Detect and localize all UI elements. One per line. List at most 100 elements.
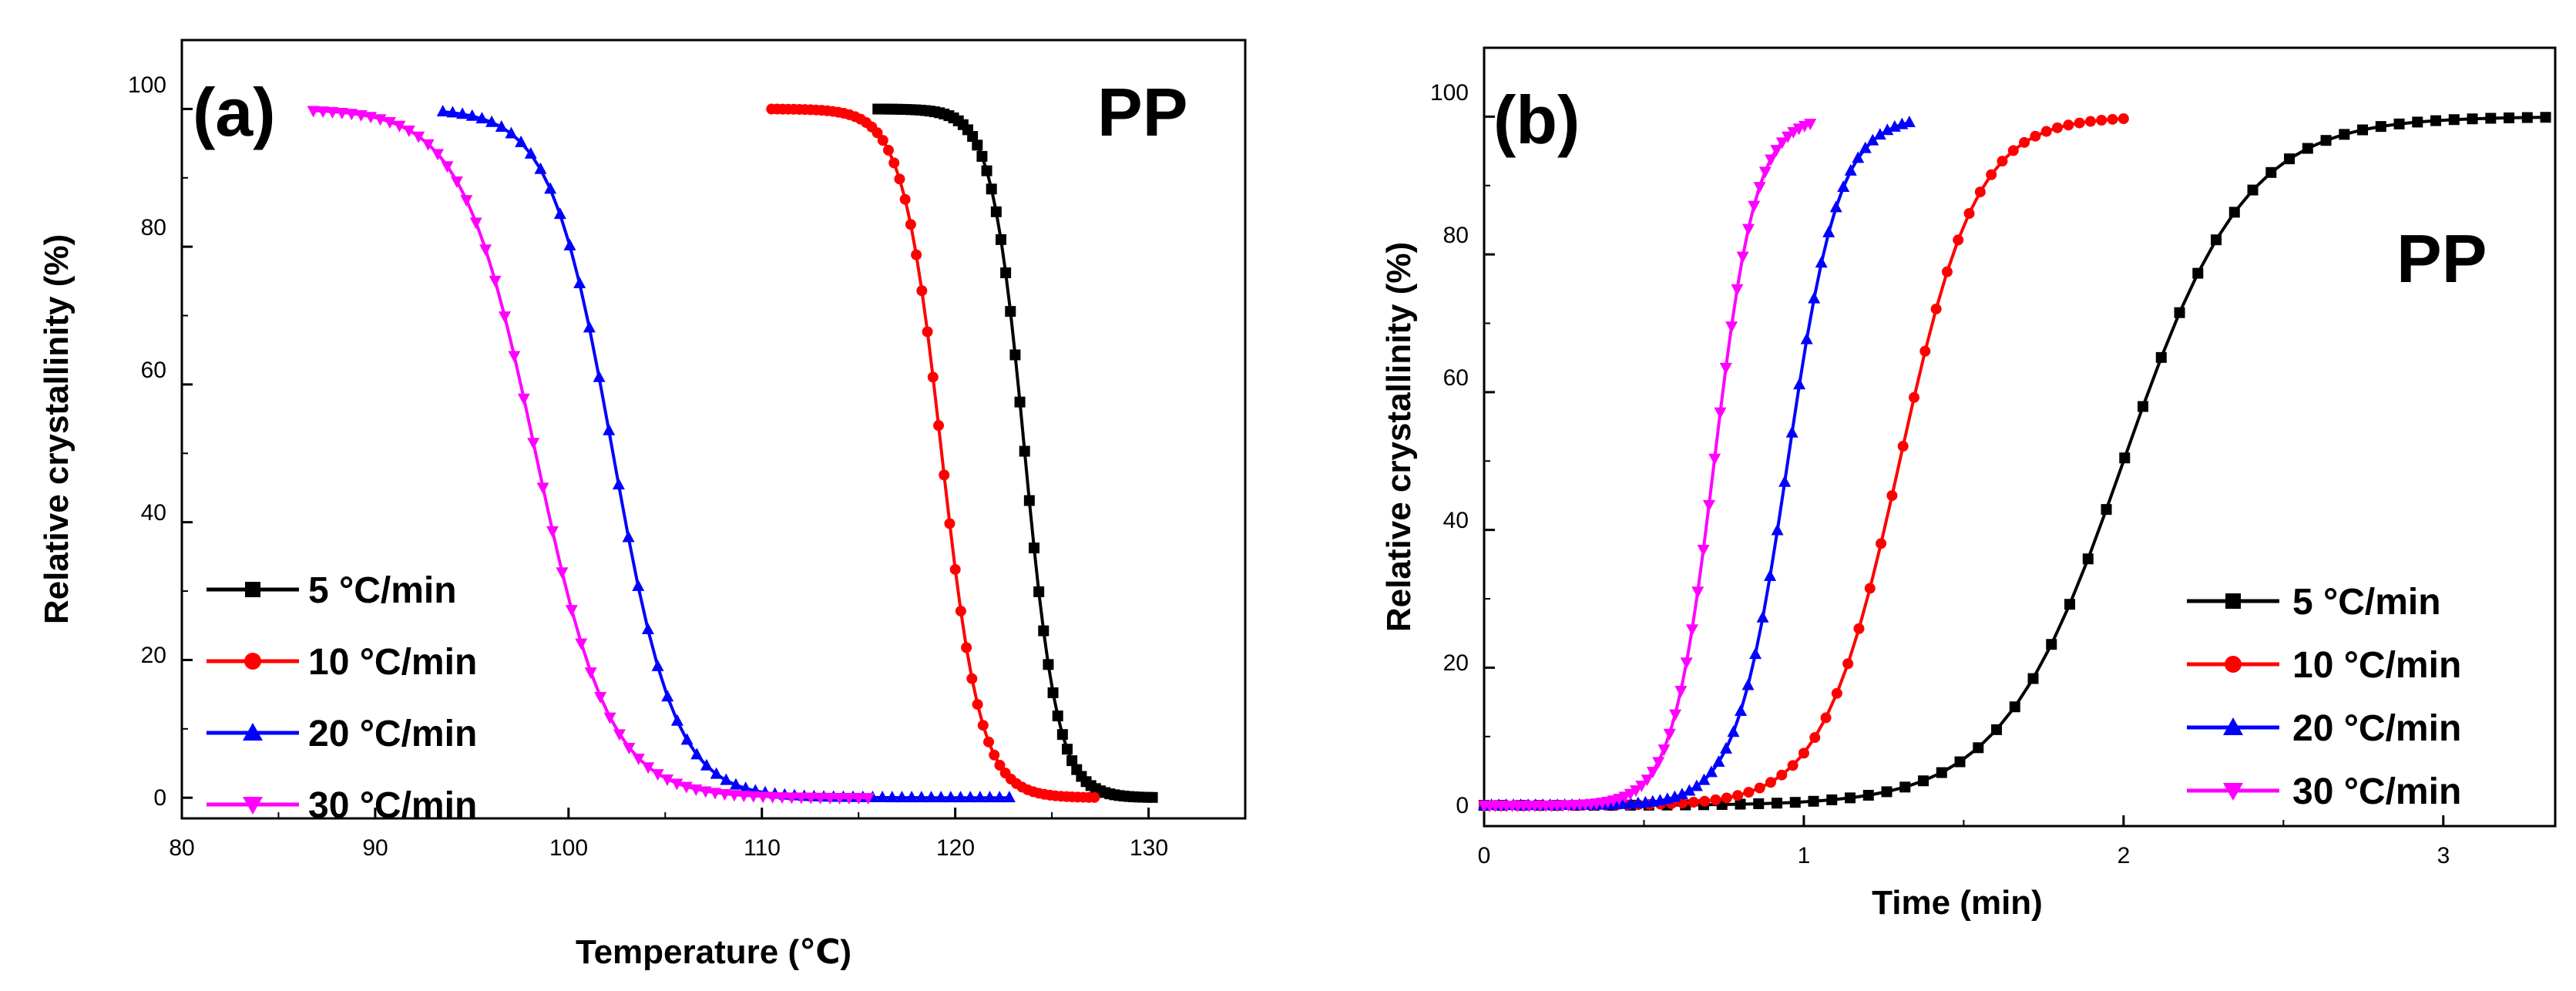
data-point-b-30-37: [1685, 624, 1698, 637]
data-point-b-10-36: [1876, 538, 1887, 549]
data-point-a-20-53: [954, 791, 967, 803]
data-point-b-10-19: [1688, 797, 1699, 808]
data-point-a-30-10: [402, 125, 415, 137]
legend-label-b-20: 20 °C/min: [2292, 708, 2461, 749]
data-point-b-10-23: [1732, 790, 1744, 801]
data-point-a-30-35: [642, 762, 655, 774]
data-point-b-10-21: [1710, 794, 1721, 805]
legend-b: 5 °C/min 10 °C/min 20 °C/min 30 °C/min: [2187, 582, 2461, 812]
data-point-b-10-43: [1953, 234, 1964, 246]
data-point-a-20-5: [485, 115, 499, 127]
data-point-b-10-29: [1798, 747, 1809, 759]
data-point-a-30-6: [364, 112, 378, 124]
data-point-a-10-20: [877, 135, 888, 146]
data-point-b-20-54: [1873, 128, 1886, 140]
legend-item-a-20: 20 °C/min: [207, 714, 477, 754]
data-point-a-30-13: [432, 149, 445, 161]
data-point-a-20-45: [876, 791, 889, 803]
data-point-b-20-55: [1881, 123, 1894, 136]
y-tick-label-a-3: 60: [141, 358, 166, 383]
data-point-b-5-40: [2211, 234, 2222, 246]
data-point-a-30-30: [594, 692, 607, 704]
data-point-a-30-14: [441, 161, 454, 173]
data-point-b-5-42: [2247, 184, 2259, 196]
data-point-b-10-34: [1853, 623, 1865, 634]
data-point-b-20-39: [1764, 569, 1777, 581]
data-point-a-30-44: [727, 790, 741, 802]
data-point-a-20-48: [905, 791, 919, 803]
data-point-a-30-42: [709, 788, 722, 800]
ticks-a: [180, 107, 1150, 818]
data-point-a-5-23: [981, 165, 992, 176]
data-point-a-20-4: [475, 112, 489, 124]
data-point-b-10-48: [2007, 145, 2019, 156]
data-point-a-5-58: [1147, 791, 1158, 803]
data-point-a-10-37: [972, 699, 983, 710]
data-point-b-30-39: [1697, 545, 1710, 557]
data-point-a-30-12: [421, 139, 435, 151]
legend-marker-a-5: [245, 582, 260, 597]
legend-marker-b-30: [2223, 783, 2243, 801]
data-point-a-20-56: [983, 791, 996, 803]
data-point-a-30-3: [335, 107, 348, 119]
series-b: [1478, 112, 2551, 813]
data-point-b-10-27: [1776, 769, 1788, 781]
data-point-a-20-13: [563, 238, 576, 250]
data-point-b-30-27: [1630, 785, 1643, 798]
data-point-b-5-26: [1954, 756, 1966, 768]
data-point-b-5-20: [1845, 792, 1856, 804]
data-point-a-30-32: [613, 729, 626, 741]
data-point-a-10-29: [927, 371, 939, 383]
data-point-b-20-31: [1704, 765, 1718, 778]
data-point-b-10-37: [1886, 490, 1898, 502]
data-point-a-20-23: [661, 690, 674, 702]
data-point-b-20-32: [1712, 755, 1725, 768]
data-point-a-30-8: [383, 116, 396, 129]
y-tick-labels-a: 0 20 40 60 80 100: [128, 72, 166, 811]
data-point-b-10-44: [1963, 208, 1975, 220]
data-point-b-30-29: [1641, 774, 1654, 787]
data-point-a-30-40: [690, 784, 703, 796]
data-point-b-5-27: [1973, 742, 1984, 754]
data-point-a-5-20: [967, 131, 979, 143]
data-point-a-20-47: [895, 791, 908, 803]
data-point-b-5-21: [1862, 789, 1874, 801]
data-point-a-30-25: [546, 526, 559, 538]
data-point-b-5-57: [2521, 112, 2533, 123]
legend-item-b-5: 5 °C/min: [2187, 582, 2441, 623]
plot-frame-b: [1483, 46, 2557, 828]
data-point-b-30-35: [1674, 685, 1688, 697]
data-point-b-30-30: [1646, 767, 1659, 779]
data-point-b-20-40: [1771, 523, 1784, 536]
data-point-b-10-31: [1820, 712, 1832, 724]
data-point-b-30-41: [1708, 453, 1721, 465]
data-point-a-5-28: [1005, 306, 1016, 317]
data-point-b-5-53: [2448, 114, 2460, 126]
x-tick-label-b-1: 1: [1798, 843, 1811, 868]
data-point-a-20-16: [593, 370, 606, 382]
x-tick-labels-b: 0 1 2 3: [1478, 843, 2450, 868]
data-point-a-20-10: [534, 162, 547, 174]
data-point-a-5-40: [1061, 744, 1073, 755]
legend-label-a-20: 20 °C/min: [308, 714, 477, 754]
data-point-a-20-2: [456, 107, 469, 119]
series-a: [307, 103, 1158, 805]
x-tick-label-a-2: 100: [549, 835, 588, 861]
data-point-b-5-19: [1826, 794, 1838, 805]
data-point-a-5-35: [1038, 625, 1050, 637]
data-point-a-10-35: [961, 642, 972, 653]
data-point-a-10-41: [994, 760, 1006, 771]
data-point-b-20-37: [1749, 647, 1762, 660]
x-axis-title-a: Temperature (℃): [576, 933, 851, 971]
data-point-b-5-23: [1899, 781, 1911, 793]
x-axis-title-b: Time (min): [1872, 884, 2043, 922]
data-point-a-20-19: [622, 530, 635, 543]
data-point-b-5-45: [2302, 143, 2313, 154]
data-point-b-5-30: [2027, 673, 2039, 684]
data-point-a-30-38: [670, 778, 683, 791]
material-label-a: PP: [1097, 74, 1187, 150]
data-point-b-20-53: [1866, 133, 1879, 146]
data-point-b-20-36: [1741, 678, 1755, 690]
x-tick-label-a-0: 80: [169, 835, 194, 861]
data-point-a-20-0: [436, 105, 449, 117]
